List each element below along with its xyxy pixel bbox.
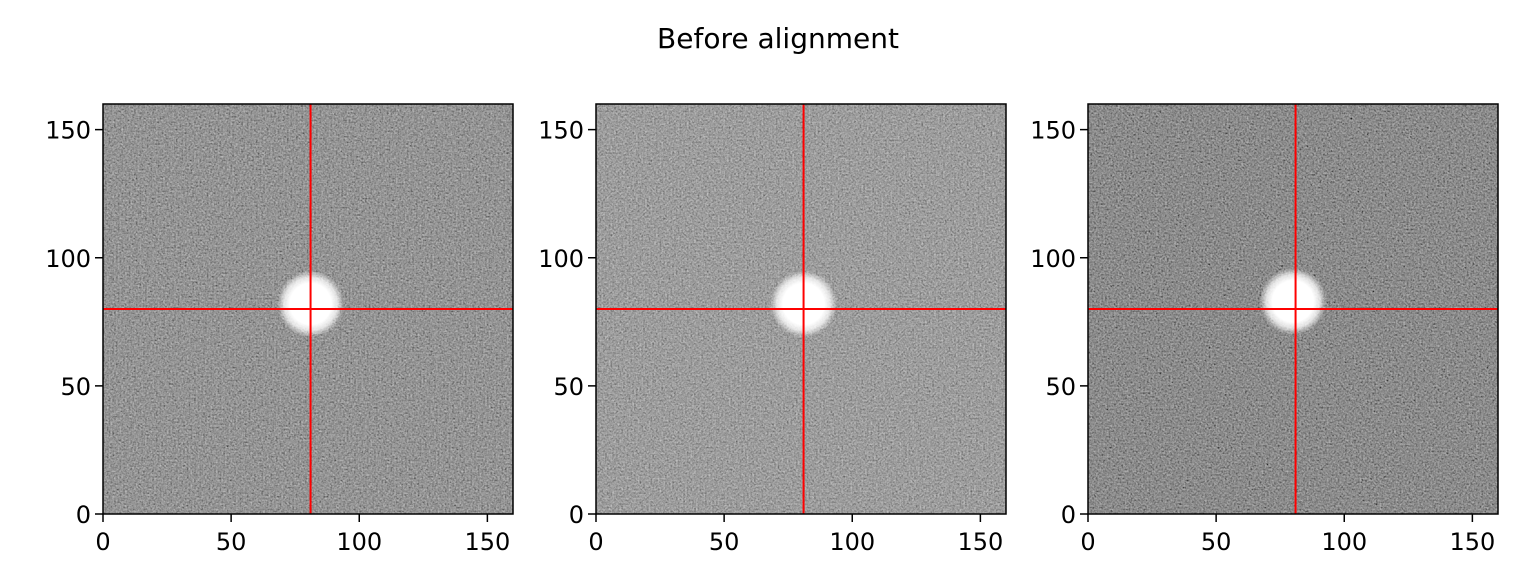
x-tick-label: 100 xyxy=(1321,528,1367,556)
y-tick-label: 0 xyxy=(76,501,91,529)
image-panel-1: 0 50 100 150 0 50 100 150 xyxy=(45,103,514,556)
y-tick-label: 150 xyxy=(1030,117,1076,145)
y-tick-label: 0 xyxy=(1061,501,1076,529)
axes-frame xyxy=(102,103,514,515)
x-tick-label: 0 xyxy=(1080,528,1095,556)
x-tick-label: 0 xyxy=(95,528,110,556)
y-tick-label: 50 xyxy=(553,373,584,401)
x-tick-label: 150 xyxy=(957,528,1003,556)
y-tick-label: 100 xyxy=(1030,245,1076,273)
axes-frame xyxy=(1087,103,1499,515)
x-tick-label: 50 xyxy=(709,528,740,556)
y-tick-label: 50 xyxy=(60,373,91,401)
x-tick-label: 0 xyxy=(588,528,603,556)
figure-title: Before alignment xyxy=(657,22,899,55)
x-tick-label: 50 xyxy=(1201,528,1232,556)
x-tick-label: 150 xyxy=(1449,528,1495,556)
x-tick-label: 150 xyxy=(464,528,510,556)
axes-frame xyxy=(595,103,1007,515)
y-tick-label: 0 xyxy=(569,501,584,529)
image-panel-2: 0 50 100 150 0 50 100 150 xyxy=(538,103,1007,556)
image-panel-3: 0 50 100 150 0 50 100 150 xyxy=(1030,103,1499,556)
x-tick-label: 100 xyxy=(829,528,875,556)
x-tick-label: 100 xyxy=(336,528,382,556)
y-tick-label: 100 xyxy=(45,245,91,273)
y-tick-label: 150 xyxy=(538,117,584,145)
y-tick-label: 50 xyxy=(1045,373,1076,401)
point-source xyxy=(1259,268,1327,335)
y-tick-label: 100 xyxy=(538,245,584,273)
x-tick-label: 50 xyxy=(216,528,247,556)
y-tick-label: 150 xyxy=(45,117,91,145)
